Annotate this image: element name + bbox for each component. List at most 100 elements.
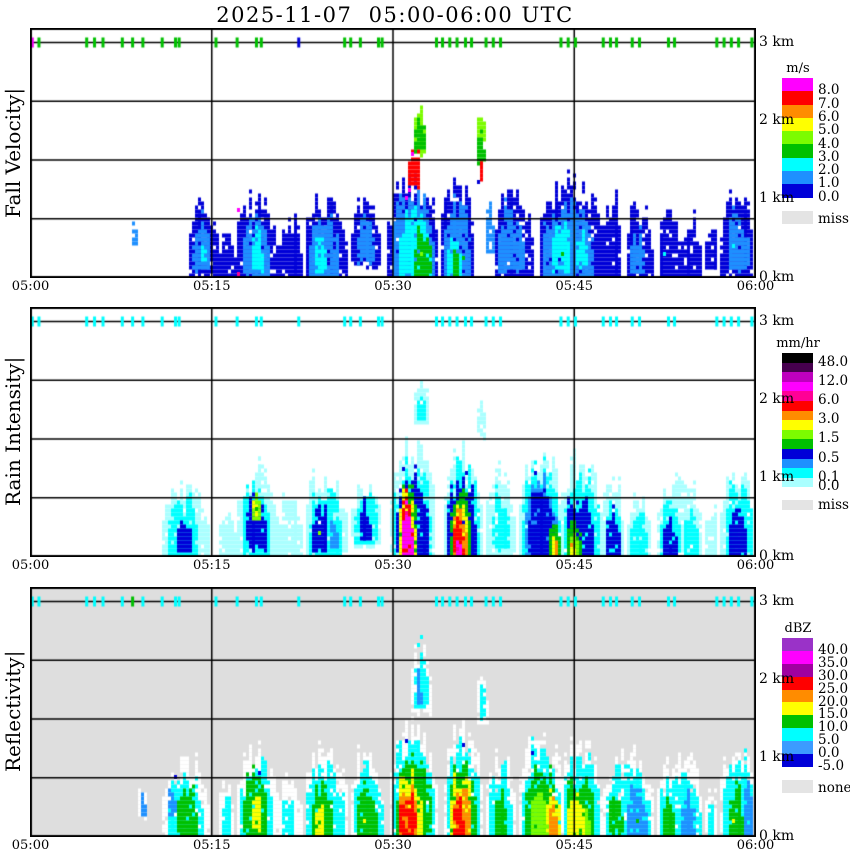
legend-cell: [782, 117, 813, 132]
x-tick-label: 05:30: [374, 558, 412, 573]
legend-cell: [782, 468, 813, 478]
legend-cell: [782, 638, 813, 651]
x-tick-label: 05:00: [11, 279, 50, 294]
legend-tick-label: 1.0: [818, 175, 840, 192]
legend-tick-label: 8.0: [818, 82, 840, 99]
legend-cell: [782, 131, 813, 145]
legend-missing-swatch: [782, 500, 813, 510]
y-axis-title-fall-velocity: Fall Velocity|: [1, 87, 25, 218]
legend-cell: [782, 400, 813, 411]
km-label: 0 km: [759, 548, 795, 564]
legend-tick-label: 10.0: [818, 719, 849, 736]
x-tick-label: 06:00: [736, 279, 775, 294]
legend-cell: [782, 420, 813, 430]
legend-cell: [782, 78, 813, 92]
rain-intensity-heatmap: [30, 307, 756, 557]
legend-tick-label: 35.0: [818, 654, 849, 671]
x-tick-label: 05:45: [555, 838, 593, 853]
legend-cell: [782, 381, 813, 392]
km-label: 1 km: [759, 469, 795, 485]
legend-cell: [782, 728, 813, 742]
legend-tick-label: 0.0: [818, 188, 840, 205]
legend-cell: [782, 372, 813, 382]
legend-cell: [782, 104, 813, 118]
x-tick-label: 05:15: [193, 838, 231, 853]
legend-tick-label: 1.5: [818, 430, 840, 447]
legend-cell: [782, 410, 813, 421]
legend-missing-swatch: [782, 780, 813, 793]
legend-cell: [782, 391, 813, 401]
km-label: 3 km: [759, 593, 795, 609]
km-label: 0 km: [759, 828, 795, 844]
x-tick-label: 06:00: [736, 558, 775, 573]
legend-cell: [782, 676, 813, 690]
km-label: 3 km: [759, 313, 795, 329]
km-label: 2 km: [759, 112, 795, 128]
km-label: 0 km: [759, 269, 795, 285]
legend-tick-label: 3.0: [818, 411, 840, 428]
legend-tick-label: 20.0: [818, 693, 849, 710]
legend-missing-swatch: [782, 210, 813, 224]
legend-cell: [782, 362, 813, 373]
legend-cell: [782, 184, 813, 198]
legend-cell: [782, 715, 813, 729]
x-tick-label: 05:30: [374, 838, 412, 853]
x-tick-label: 05:45: [555, 279, 593, 294]
legend-tick-label: 3.0: [818, 148, 840, 165]
x-tick-label: 05:30: [374, 279, 412, 294]
x-tick-label: 05:15: [193, 558, 231, 573]
legend-tick-label: 0.5: [818, 449, 840, 466]
legend-missing-label: none: [818, 779, 850, 796]
x-tick-label: 06:00: [736, 838, 775, 853]
legend-tick-label: 0.1: [818, 468, 840, 485]
x-tick-label: 05:00: [11, 558, 50, 573]
legend-missing-label: miss: [818, 497, 849, 513]
legend-unit-label: dBZ: [784, 621, 812, 636]
km-label: 1 km: [759, 749, 795, 765]
legend-tick-label: 48.0: [818, 353, 849, 370]
fall-velocity-heatmap: [30, 28, 756, 278]
legend-tick-label: 7.0: [818, 95, 840, 112]
panel-rain-intensity: Rain Intensity| mm/hr 48.0 12.0 6.0 3.0 1.5 0.…: [0, 307, 850, 577]
legend-unit-label: mm/hr: [776, 336, 820, 351]
legend-cell: [782, 144, 813, 158]
legend-cell: [782, 689, 813, 703]
legend-cell: [782, 702, 813, 716]
legend-cell: [782, 448, 813, 459]
legend-cell: [782, 741, 813, 755]
km-label: 1 km: [759, 190, 795, 206]
legend-cell: [782, 754, 813, 767]
legend-missing-label: miss: [818, 211, 849, 227]
reflectivity-heatmap: [30, 587, 756, 837]
km-label: 2 km: [759, 391, 795, 407]
km-label: 2 km: [759, 671, 795, 687]
legend-tick-label: 30.0: [818, 667, 849, 684]
legend-tick-label: 25.0: [818, 680, 849, 697]
legend-tick-label: 4.0: [818, 135, 840, 152]
legend-cell: [782, 429, 813, 440]
legend-cell: [782, 353, 813, 363]
legend-tick-label: 2.0: [818, 162, 840, 179]
panel-reflectivity: Reflectivity| dBZ 40.0 35.0 30.0 25.0 20.0 15.…: [0, 587, 850, 857]
legend-cell: [782, 91, 813, 105]
x-tick-label: 05:00: [11, 838, 50, 853]
plot-title: 2025-11-07 05:00-06:00 UTC: [216, 3, 574, 27]
legend-tick-label: 5.0: [818, 122, 840, 139]
legend-cell: [782, 663, 813, 677]
legend-tick-label: 6.0: [818, 392, 840, 408]
legend-tick-label: 12.0: [818, 372, 849, 389]
x-tick-label: 05:15: [193, 279, 231, 294]
legend-tick-label: 6.0: [818, 108, 840, 125]
legend-unit-label: m/s: [786, 61, 810, 76]
legend-tick-label: 40.0: [818, 641, 849, 658]
legend-tick-label: -5.0: [818, 758, 845, 774]
legend-cell: [782, 650, 813, 664]
legend-cell: [782, 477, 813, 488]
legend-reflectivity: dBZ 40.0 35.0 30.0 25.0 20.0 15.0 10.0 5.0 0.0 -5.…: [782, 621, 850, 795]
panel-fall-velocity: Fall Velocity| m/s 8.0 7.0 6.0 5.0 4.0 3.0 2.0 1…: [0, 28, 850, 298]
x-tick-label: 05:45: [555, 558, 593, 573]
legend-tick-label: 5.0: [818, 732, 840, 749]
y-axis-title-rain-intensity: Rain Intensity|: [1, 356, 25, 507]
legend-cell: [782, 157, 813, 172]
